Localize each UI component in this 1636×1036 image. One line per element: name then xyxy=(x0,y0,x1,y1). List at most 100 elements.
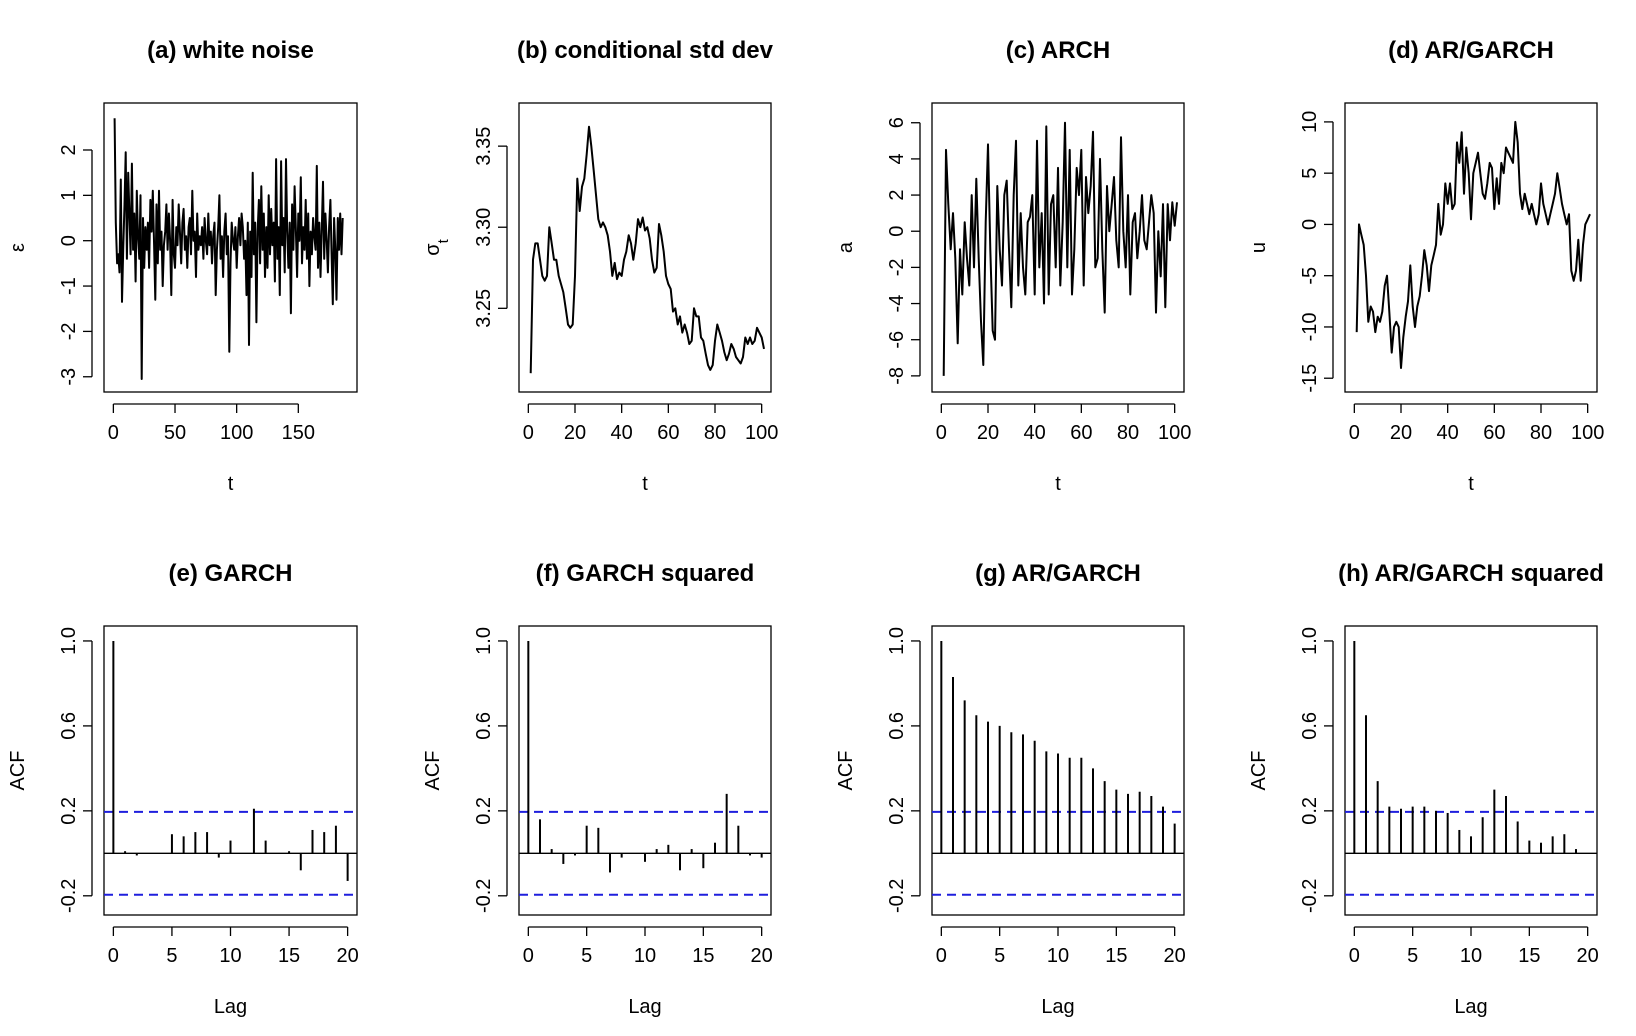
panel-g: (g) AR/GARCH 0 5 10 15 20 -0.2 0.2 0.6 1.0 Lag ACF xyxy=(835,560,1186,1018)
y-tick-label: 1 xyxy=(58,190,80,201)
x-tick-label: 20 xyxy=(1164,945,1186,967)
x-tick-label: 60 xyxy=(657,422,679,444)
x-axis-label: t xyxy=(1468,473,1474,495)
y-tick-label: 1.0 xyxy=(1299,627,1321,655)
plot-frame xyxy=(1344,625,1598,916)
y-tick-label: 0.6 xyxy=(58,712,80,740)
x-tick-label: 40 xyxy=(1024,422,1046,444)
panel-d: (d) AR/GARCH 0 20 40 60 80 100 -15 -10 -5 0 5 10 t u xyxy=(1248,37,1604,495)
x-axis-label: Lag xyxy=(214,996,247,1018)
x-tick-label: 10 xyxy=(1047,945,1069,967)
y-tick-label: -6 xyxy=(886,331,908,349)
y-tick-label: 1.0 xyxy=(58,627,80,655)
series-line xyxy=(1355,120,1591,369)
x-axis-label: t xyxy=(1055,473,1061,495)
y-axis-label: u xyxy=(1248,242,1270,253)
x-tick-label: 0 xyxy=(523,945,534,967)
x-tick-label: 15 xyxy=(278,945,300,967)
y-tick-label: 0.6 xyxy=(886,712,908,740)
y-axis-label: ε xyxy=(7,243,29,252)
x-tick-label: 15 xyxy=(1105,945,1127,967)
panel-c: (c) ARCH 0 20 40 60 80 100 -8 -6 -4 -2 0 2 4 6 t a xyxy=(835,37,1191,495)
y-tick-label: -0.2 xyxy=(473,879,495,913)
x-tick-label: 40 xyxy=(611,422,633,444)
x-tick-label: 0 xyxy=(108,945,119,967)
y-tick-label: 0.2 xyxy=(1299,797,1321,825)
y-tick-label: 10 xyxy=(1299,111,1321,133)
y-tick-label: 0 xyxy=(58,235,80,246)
x-tick-label: 20 xyxy=(1577,945,1599,967)
x-tick-label: 15 xyxy=(692,945,714,967)
y-tick-label: 0.6 xyxy=(1299,712,1321,740)
y-tick-label: -2 xyxy=(886,258,908,276)
panel-title: (d) AR/GARCH xyxy=(1388,37,1554,64)
x-tick-label: 100 xyxy=(745,422,778,444)
x-tick-label: 20 xyxy=(977,422,999,444)
x-tick-label: 60 xyxy=(1070,422,1092,444)
x-tick-label: 0 xyxy=(936,422,947,444)
y-tick-label: -0.2 xyxy=(1299,879,1321,913)
x-tick-label: 10 xyxy=(634,945,656,967)
panel-title: (e) GARCH xyxy=(169,560,293,587)
y-tick-label: 3.35 xyxy=(473,127,495,166)
y-tick-label: -10 xyxy=(1299,313,1321,342)
y-tick-label: 0.2 xyxy=(473,797,495,825)
y-tick-label: 2 xyxy=(886,190,908,201)
y-tick-label: -3 xyxy=(58,368,80,386)
panel-h: (h) AR/GARCH squared 0 5 10 15 20 -0.2 0.2 0.6 1.… xyxy=(1248,560,1604,1018)
panel-title: (h) AR/GARCH squared xyxy=(1338,560,1604,587)
y-tick-label: 4 xyxy=(886,153,908,164)
x-tick-label: 80 xyxy=(1530,422,1552,444)
y-tick-label: 6 xyxy=(886,117,908,128)
y-axis-label: σt xyxy=(422,238,452,255)
y-axis-label: ACF xyxy=(7,751,29,791)
panel-title: (b) conditional std dev xyxy=(517,37,774,64)
x-tick-label: 100 xyxy=(1571,422,1604,444)
plot-frame xyxy=(1344,102,1598,393)
x-tick-label: 0 xyxy=(1349,945,1360,967)
y-tick-label: 0 xyxy=(886,226,908,237)
y-axis-label: ACF xyxy=(422,751,444,791)
x-tick-label: 150 xyxy=(282,422,315,444)
series-line xyxy=(942,121,1178,376)
y-tick-label: 3.25 xyxy=(473,289,495,328)
y-tick-label: -1 xyxy=(58,277,80,295)
x-tick-label: 100 xyxy=(1158,422,1191,444)
panel-b: (b) conditional std dev 0 20 40 60 80 100 3.25 3… xyxy=(422,37,778,495)
x-tick-label: 0 xyxy=(108,422,119,444)
y-tick-label: 1.0 xyxy=(473,627,495,655)
x-tick-label: 40 xyxy=(1437,422,1459,444)
x-tick-label: 0 xyxy=(1349,422,1360,444)
x-tick-label: 5 xyxy=(994,945,1005,967)
x-axis-label: t xyxy=(642,473,648,495)
y-tick-label: -15 xyxy=(1299,364,1321,393)
x-axis-label: Lag xyxy=(1041,996,1074,1018)
x-tick-label: 20 xyxy=(751,945,773,967)
panel-f: (f) GARCH squared 0 5 10 15 20 -0.2 0.2 0.6 1.0 La… xyxy=(422,560,773,1018)
x-tick-label: 100 xyxy=(220,422,253,444)
y-tick-label: -2 xyxy=(58,323,80,341)
series-line xyxy=(529,125,765,374)
y-axis-label: ACF xyxy=(1248,751,1270,791)
y-tick-label: 5 xyxy=(1299,168,1321,179)
y-tick-label: -0.2 xyxy=(886,879,908,913)
panel-title: (f) GARCH squared xyxy=(536,560,755,587)
x-axis-label: t xyxy=(228,473,234,495)
y-tick-label: 2 xyxy=(58,144,80,155)
y-axis-label: a xyxy=(835,241,857,253)
panel-title: (g) AR/GARCH xyxy=(975,560,1141,587)
x-tick-label: 80 xyxy=(704,422,726,444)
panel-title: (c) ARCH xyxy=(1006,37,1110,64)
x-tick-label: 20 xyxy=(337,945,359,967)
x-tick-label: 5 xyxy=(1407,945,1418,967)
x-tick-label: 60 xyxy=(1483,422,1505,444)
plot-frame xyxy=(103,102,358,393)
plot-frame xyxy=(931,102,1185,393)
x-tick-label: 50 xyxy=(164,422,186,444)
y-tick-label: 0.2 xyxy=(886,797,908,825)
x-tick-label: 10 xyxy=(219,945,241,967)
panel-e: (e) GARCH 0 5 10 15 20 -0.2 0.2 0.6 1.0 Lag ACF xyxy=(7,560,359,1018)
x-tick-label: 5 xyxy=(166,945,177,967)
y-tick-label: 0 xyxy=(1299,219,1321,230)
